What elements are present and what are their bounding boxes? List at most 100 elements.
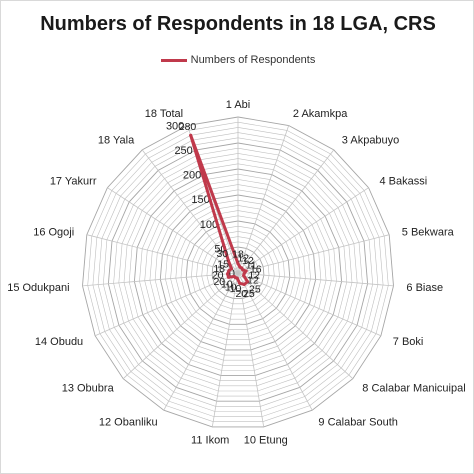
- category-label: 8 Calabar Manicuipal: [362, 383, 465, 395]
- chart-title: Numbers of Respondents in 18 LGA, CRS: [40, 13, 436, 35]
- category-label: 3 Akpabuyo: [342, 135, 400, 147]
- grid-ring: [139, 173, 337, 371]
- radial-tick-label: 250: [174, 145, 192, 157]
- grid-ring: [170, 205, 306, 341]
- data-point: [236, 262, 240, 266]
- category-label: 9 Calabar South: [318, 417, 398, 429]
- data-label: 20: [212, 270, 224, 282]
- grid-ring: [107, 142, 369, 402]
- radial-tick-label: 300: [166, 121, 184, 133]
- radial-tick-label: 0: [229, 268, 235, 280]
- data-point: [189, 133, 193, 137]
- grid-ring: [206, 241, 270, 305]
- grid-ring: [175, 210, 301, 335]
- legend: Numbers of Respondents: [1, 54, 474, 66]
- data-label: 12: [242, 255, 254, 267]
- data-label: 10: [230, 283, 242, 295]
- series-layer: [189, 133, 250, 286]
- radial-tick-label: 200: [183, 170, 201, 182]
- category-label: 11 Ikom: [191, 435, 229, 447]
- grid-spoke: [237, 187, 369, 274]
- grid-spoke: [122, 272, 239, 379]
- grid-ring: [196, 231, 280, 315]
- data-label: 30: [216, 248, 228, 260]
- grid-ring: [154, 189, 322, 356]
- grid-ring: [165, 199, 311, 346]
- data-point: [226, 272, 230, 276]
- category-label: 15 Odukpani: [7, 282, 69, 294]
- data-label: 10: [221, 278, 233, 290]
- grid-spoke: [86, 234, 239, 274]
- grid-spoke: [237, 125, 290, 274]
- grid-spoke: [237, 272, 382, 337]
- data-label: 25: [243, 288, 255, 300]
- data-label: 280: [179, 121, 197, 133]
- data-point: [246, 280, 250, 284]
- grid-spoke: [237, 234, 390, 274]
- grid-ring: [128, 163, 348, 382]
- category-label: 14 Obudu: [35, 336, 83, 348]
- data-label: 12: [247, 275, 259, 287]
- grid-spoke: [237, 272, 265, 427]
- category-label: 6 Biase: [406, 282, 443, 294]
- category-label: 16 Ogoji: [33, 227, 74, 239]
- grid-ring: [211, 246, 265, 300]
- category-label: 12 Obanliku: [99, 417, 158, 429]
- data-label: 25: [249, 284, 261, 296]
- category-label: 18 Yala: [98, 135, 135, 147]
- data-point: [226, 275, 231, 279]
- category-label: 7 Boki: [393, 336, 424, 348]
- grid-ring: [82, 116, 394, 428]
- grid-ring: [87, 121, 389, 423]
- data-label: 18: [232, 249, 244, 261]
- data-label: 10: [225, 281, 237, 293]
- grid-ring: [133, 168, 343, 377]
- grid-ring: [92, 127, 384, 417]
- grid-spoke: [211, 272, 239, 427]
- radial-tick-label: 100: [200, 219, 218, 231]
- data-point: [238, 281, 242, 285]
- legend-label: Numbers of Respondents: [190, 54, 316, 66]
- grid-ring: [159, 194, 317, 351]
- grid-spoke: [237, 272, 354, 379]
- data-label: 12: [237, 253, 249, 265]
- grid-ring: [144, 179, 332, 366]
- grid-ring: [149, 184, 327, 361]
- grid-spoke: [82, 272, 239, 287]
- data-point: [242, 282, 246, 286]
- grid-ring: [222, 257, 254, 289]
- data-label: 18: [213, 263, 225, 275]
- data-label: 20: [213, 276, 225, 288]
- data-point: [244, 269, 248, 273]
- data-point: [232, 274, 236, 279]
- category-label: 4 Bakassi: [380, 176, 428, 188]
- legend-swatch: [160, 58, 187, 62]
- data-label: 15: [217, 258, 229, 270]
- data-label: 11: [246, 259, 257, 271]
- grid-layer: [82, 116, 394, 428]
- category-label: 18 Total: [145, 108, 183, 120]
- grid-ring: [118, 153, 358, 392]
- grid-ring: [180, 215, 296, 330]
- category-label: 13 Obubra: [62, 383, 115, 395]
- category-label: 17 Yakurr: [50, 176, 97, 188]
- grid-ring: [97, 132, 379, 412]
- grid-ring: [227, 262, 249, 284]
- category-label: 5 Bekwara: [402, 227, 455, 239]
- grid-spoke: [107, 187, 239, 274]
- category-label: 10 Etung: [244, 435, 288, 447]
- grid-ring: [123, 158, 353, 387]
- grid-spoke: [237, 149, 335, 274]
- grid-ring: [201, 236, 275, 310]
- grid-spoke: [94, 272, 239, 337]
- grid-ring: [113, 147, 363, 397]
- grid-ring: [191, 225, 285, 320]
- grid-spoke: [141, 149, 239, 274]
- category-label: 2 Akamkpa: [293, 108, 348, 120]
- data-label: 16: [250, 264, 262, 276]
- data-point: [226, 259, 230, 263]
